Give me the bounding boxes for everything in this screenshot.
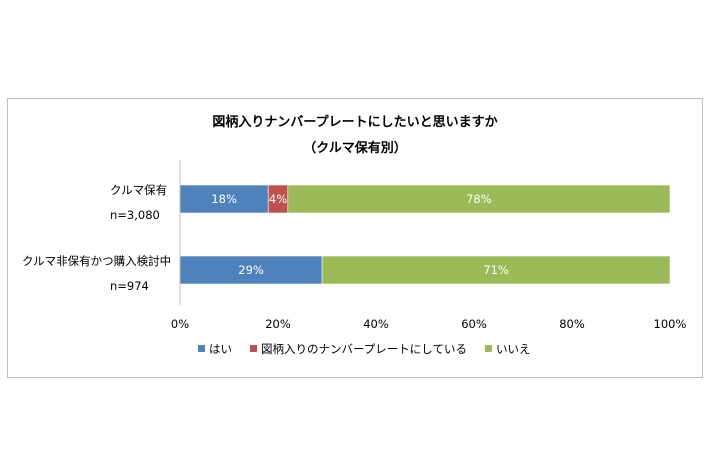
bar-segment xyxy=(179,184,269,214)
legend-label: いいえ xyxy=(496,342,531,356)
legend-label: はい xyxy=(209,342,232,356)
x-tick-label: 40% xyxy=(363,317,389,331)
data-label: 18% xyxy=(211,192,237,206)
category-label: クルマ非保有かつ購入検討中 xyxy=(22,254,171,268)
legend-swatch xyxy=(250,345,257,352)
x-tick-label: 60% xyxy=(461,317,487,331)
data-label: 78% xyxy=(466,192,492,206)
legend-label: 図柄入りのナンバープレートにしている xyxy=(261,342,467,356)
data-label: 71% xyxy=(483,263,509,277)
x-tick-label: 20% xyxy=(265,317,291,331)
category-n-label: n=3,080 xyxy=(110,208,160,222)
legend-swatch xyxy=(484,345,492,352)
chart-subtitle: （クルマ保有別） xyxy=(303,140,407,156)
bar-segment xyxy=(287,184,671,214)
data-label: 4% xyxy=(269,192,287,206)
data-label: 29% xyxy=(238,263,264,277)
bar-segment xyxy=(179,255,323,285)
x-tick-label: 100% xyxy=(654,317,687,331)
category-n-label: n=974 xyxy=(110,279,149,293)
legend-swatch xyxy=(198,345,205,352)
category-label: クルマ保有 xyxy=(110,183,167,197)
x-tick-label: 0% xyxy=(171,317,189,331)
x-tick-label: 80% xyxy=(559,317,585,331)
chart-title: 図柄入りナンバープレートにしたいと思いますか xyxy=(212,114,497,130)
chart-frame xyxy=(7,98,703,378)
bar-segment xyxy=(321,255,671,285)
